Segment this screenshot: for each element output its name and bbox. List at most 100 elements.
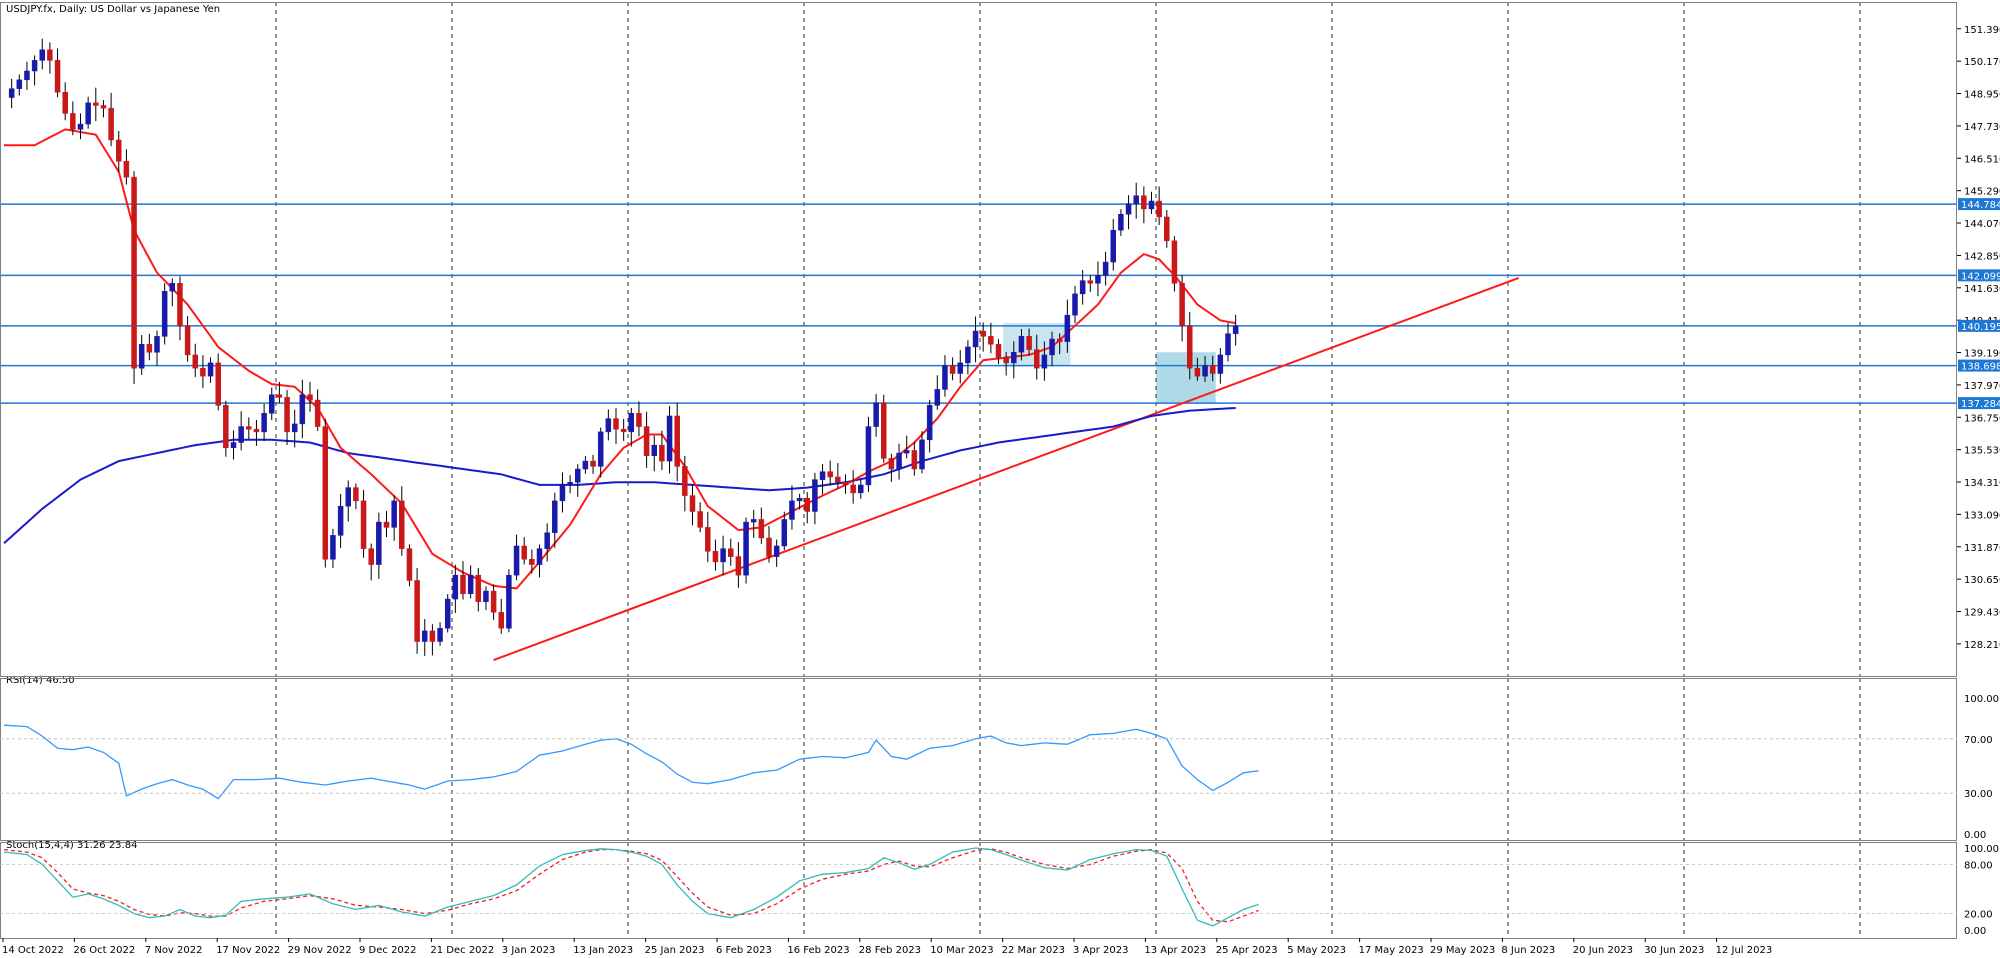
rsi-line bbox=[3, 724, 1259, 800]
candle bbox=[184, 316, 191, 362]
candle bbox=[1141, 186, 1147, 224]
candle bbox=[360, 489, 367, 558]
candle bbox=[888, 453, 895, 482]
candle bbox=[735, 542, 742, 588]
rsi-pane[interactable]: RSI(14) 46.50 bbox=[3, 675, 1861, 840]
date-tick-label: 7 Nov 2022 bbox=[145, 945, 203, 956]
candle bbox=[506, 569, 512, 633]
candle bbox=[1164, 209, 1170, 248]
candle bbox=[483, 586, 489, 610]
candle bbox=[1133, 182, 1139, 219]
candle bbox=[460, 561, 466, 600]
sma-fast-line bbox=[4, 128, 1236, 590]
candle bbox=[376, 512, 382, 579]
level-price-tag bbox=[1958, 198, 2000, 211]
candle bbox=[54, 48, 61, 98]
candle bbox=[835, 463, 841, 489]
candle bbox=[1102, 251, 1109, 286]
candle bbox=[498, 598, 504, 634]
candle bbox=[697, 502, 703, 533]
candle bbox=[1034, 334, 1040, 380]
candle bbox=[995, 339, 1002, 365]
candle bbox=[422, 619, 428, 656]
price-tick-label: 145.290 bbox=[1964, 187, 2000, 198]
date-tick-label: 8 Jun 2023 bbox=[1501, 945, 1555, 956]
candle bbox=[666, 406, 673, 474]
candle bbox=[728, 538, 734, 566]
candle bbox=[896, 443, 902, 480]
candle bbox=[444, 594, 451, 633]
candle bbox=[353, 483, 359, 510]
candle bbox=[972, 316, 979, 363]
candle bbox=[682, 455, 688, 512]
candle bbox=[720, 535, 726, 576]
stoch-pane[interactable]: Stoch(15,4,4) 31.26 23.84 bbox=[3, 840, 1861, 938]
rsi-tick-label: 30.00 bbox=[1964, 789, 1993, 800]
candle bbox=[1056, 333, 1063, 355]
candle bbox=[138, 335, 145, 375]
date-tick-label: 26 Oct 2022 bbox=[73, 945, 135, 956]
candle bbox=[919, 431, 925, 474]
candle bbox=[613, 408, 619, 445]
candle bbox=[873, 393, 879, 437]
candle bbox=[131, 171, 137, 384]
candle bbox=[154, 330, 160, 366]
candle bbox=[246, 417, 252, 440]
candle bbox=[337, 494, 344, 549]
candle bbox=[544, 523, 550, 562]
rsi-label: RSI(14) 46.50 bbox=[6, 675, 75, 686]
candle bbox=[146, 333, 153, 361]
candle bbox=[200, 355, 206, 388]
stoch-tick-label: 0.00 bbox=[1964, 926, 1986, 937]
candle bbox=[8, 78, 15, 109]
candle bbox=[93, 87, 99, 122]
trendline[interactable] bbox=[493, 277, 1520, 662]
candle bbox=[926, 399, 933, 453]
candle bbox=[391, 495, 397, 541]
date-tick-label: 12 Jul 2023 bbox=[1716, 945, 1773, 956]
pane-frame bbox=[0, 678, 1957, 841]
candle bbox=[77, 113, 84, 140]
rsi-tick-label: 70.00 bbox=[1964, 735, 1993, 746]
candle bbox=[903, 435, 910, 459]
candle bbox=[414, 568, 420, 654]
candle bbox=[590, 454, 596, 474]
candle bbox=[850, 470, 856, 504]
date-tick-label: 3 Apr 2023 bbox=[1073, 945, 1128, 956]
candle bbox=[988, 322, 994, 354]
price-tick-label: 147.730 bbox=[1964, 122, 2000, 133]
candle bbox=[582, 456, 589, 474]
candle bbox=[559, 472, 566, 513]
date-tick-label: 30 Jun 2023 bbox=[1644, 945, 1704, 956]
candle bbox=[605, 409, 612, 441]
date-tick-label: 29 Nov 2022 bbox=[288, 945, 352, 956]
candle bbox=[766, 525, 772, 563]
candle bbox=[1003, 351, 1009, 376]
candle bbox=[934, 375, 941, 410]
price-tick-label: 151.390 bbox=[1964, 25, 2000, 36]
price-tick-label: 133.090 bbox=[1964, 510, 2000, 521]
price-tick-label: 146.510 bbox=[1964, 154, 2000, 165]
candle bbox=[169, 278, 176, 307]
candle bbox=[1079, 269, 1086, 305]
candle bbox=[123, 149, 130, 185]
level-price-tag bbox=[1958, 269, 2000, 282]
level-price-tag-text: 137.284 bbox=[1961, 399, 2000, 410]
candle bbox=[429, 624, 436, 656]
candle bbox=[330, 528, 336, 568]
price-tick-label: 129.430 bbox=[1964, 608, 2000, 619]
date-tick-label: 20 Jun 2023 bbox=[1573, 945, 1633, 956]
candle bbox=[1095, 261, 1101, 297]
date-tick-label: 5 May 2023 bbox=[1287, 945, 1346, 956]
date-tick-label: 17 May 2023 bbox=[1359, 945, 1424, 956]
date-tick-label: 16 Feb 2023 bbox=[787, 945, 849, 956]
candle bbox=[70, 101, 76, 136]
candle bbox=[161, 283, 168, 345]
candle bbox=[16, 74, 23, 96]
price-pane[interactable]: USDJPY.fx, Daily: US Dollar vs Japanese … bbox=[0, 2, 1957, 676]
pane-frame bbox=[0, 2, 1957, 677]
price-axis: 151.390 150.170 148.950 147.730 146.510 145.2… bbox=[1957, 25, 2000, 651]
date-tick-label: 6 Feb 2023 bbox=[716, 945, 772, 956]
date-tick-label: 3 Jan 2023 bbox=[502, 945, 556, 956]
